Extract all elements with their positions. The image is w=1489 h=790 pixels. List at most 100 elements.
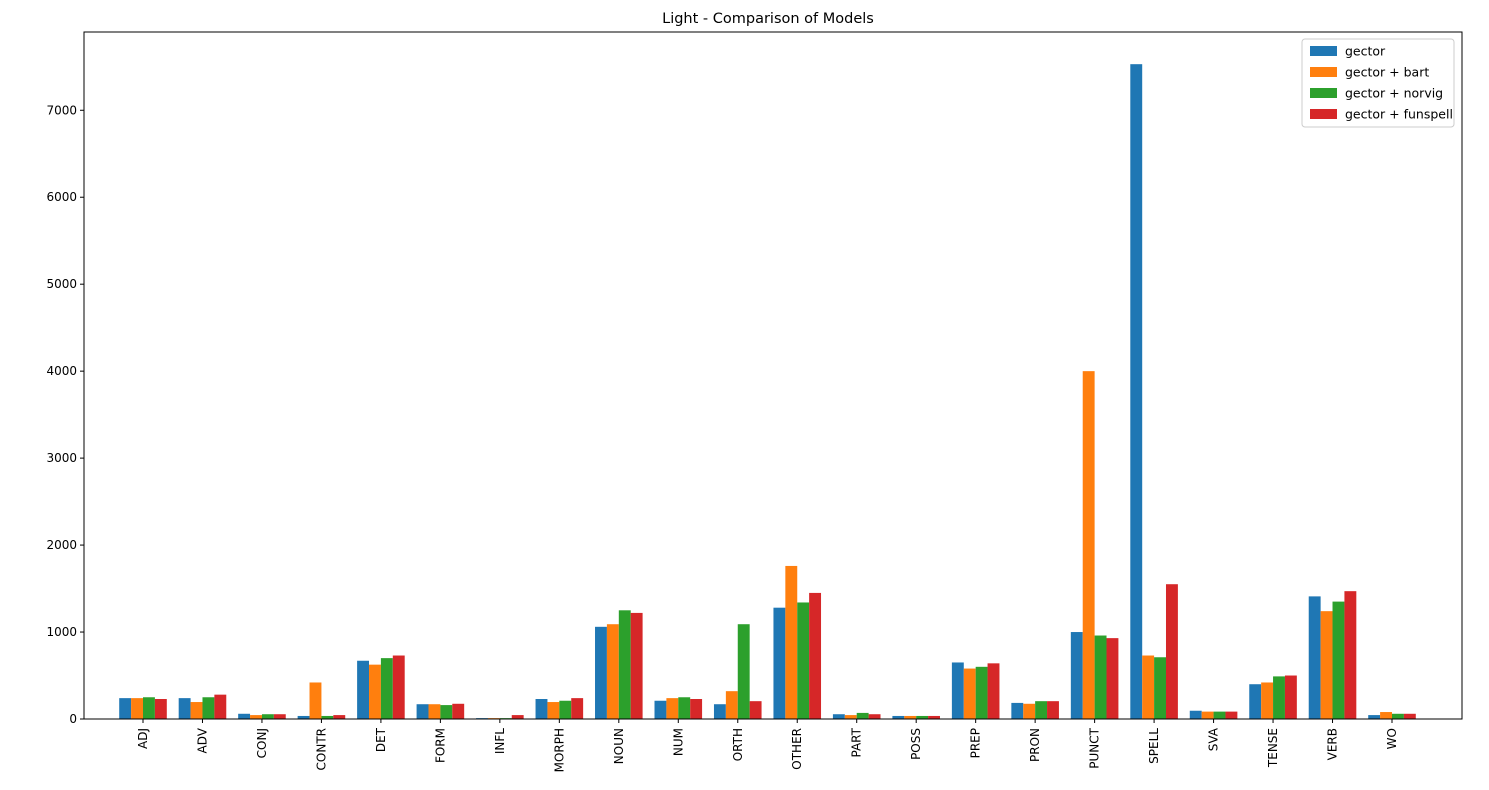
y-tick-label: 0 bbox=[69, 712, 77, 726]
x-tick-label-morph: MORPH bbox=[552, 728, 566, 772]
bar-pron-series-2 bbox=[1035, 701, 1048, 719]
bar-punct-series-0 bbox=[1070, 632, 1083, 719]
bar-num-series-2 bbox=[678, 697, 691, 719]
bar-orth-series-1 bbox=[725, 691, 738, 719]
legend-swatch-2 bbox=[1310, 88, 1337, 98]
bar-form-series-0 bbox=[416, 704, 429, 719]
bar-det-series-3 bbox=[392, 655, 405, 719]
bar-contr-series-0 bbox=[297, 715, 310, 719]
chart-title: Light - Comparison of Models bbox=[662, 11, 874, 27]
bar-morph-series-3 bbox=[571, 698, 584, 719]
x-tick-label-adv: ADV bbox=[195, 727, 209, 753]
bar-adv-series-0 bbox=[178, 698, 191, 719]
bar-orth-series-0 bbox=[713, 704, 726, 719]
bar-wo-series-2 bbox=[1392, 713, 1404, 719]
bar-prep-series-1 bbox=[963, 668, 976, 719]
bar-contr-series-2 bbox=[321, 715, 334, 719]
x-tick-label-orth: ORTH bbox=[731, 728, 745, 761]
x-tick-label-part: PART bbox=[850, 727, 864, 757]
bar-spell-series-1 bbox=[1142, 655, 1155, 719]
bar-part-series-2 bbox=[856, 712, 869, 719]
bar-adj-series-0 bbox=[119, 698, 132, 719]
bar-prep-series-2 bbox=[975, 666, 988, 719]
bar-adv-series-2 bbox=[202, 697, 215, 719]
legend-label-3: gector + funspell bbox=[1345, 107, 1453, 122]
x-tick-label-adj: ADJ bbox=[136, 728, 150, 749]
x-tick-label-spell: SPELL bbox=[1147, 728, 1161, 764]
bar-det-series-0 bbox=[357, 660, 370, 719]
x-tick-label-punct: PUNCT bbox=[1088, 727, 1102, 768]
bar-form-series-3 bbox=[452, 703, 465, 719]
bar-part-series-0 bbox=[832, 714, 845, 719]
y-tick-label: 2000 bbox=[46, 538, 77, 552]
bar-contr-series-1 bbox=[309, 682, 322, 719]
bar-morph-series-0 bbox=[535, 699, 548, 719]
legend-label-2: gector + norvig bbox=[1345, 86, 1443, 101]
x-tick-label-other: OTHER bbox=[790, 728, 804, 770]
bar-part-series-1 bbox=[844, 715, 857, 719]
bar-pron-series-3 bbox=[1047, 701, 1059, 719]
bar-infl-series-3 bbox=[511, 715, 524, 719]
bars-layer bbox=[119, 64, 1416, 720]
y-tick-label: 1000 bbox=[46, 625, 77, 639]
bar-adj-series-3 bbox=[154, 699, 167, 719]
legend-box bbox=[1301, 38, 1455, 128]
bar-verb-series-2 bbox=[1332, 601, 1345, 719]
bar-spell-series-3 bbox=[1165, 584, 1178, 719]
x-tick-label-form: FORM bbox=[433, 728, 447, 763]
bar-num-series-0 bbox=[654, 700, 667, 719]
x-tick-label-sva: SVA bbox=[1207, 727, 1221, 751]
bar-prep-series-3 bbox=[987, 663, 1000, 719]
legend-swatch-3 bbox=[1310, 109, 1337, 119]
bar-noun-series-2 bbox=[618, 610, 631, 719]
x-tick-label-pron: PRON bbox=[1028, 728, 1042, 762]
bar-form-series-2 bbox=[440, 705, 453, 719]
x-tick-label-det: DET bbox=[374, 727, 388, 752]
bar-tense-series-1 bbox=[1261, 682, 1274, 719]
bar-conj-series-1 bbox=[250, 715, 262, 719]
bar-morph-series-2 bbox=[559, 700, 572, 719]
x-tick-label-verb: VERB bbox=[1326, 728, 1340, 760]
y-tick-label: 4000 bbox=[46, 364, 77, 378]
bar-part-series-3 bbox=[868, 714, 881, 719]
bar-noun-series-1 bbox=[606, 624, 619, 719]
bar-poss-series-2 bbox=[916, 715, 929, 719]
bar-verb-series-1 bbox=[1320, 611, 1333, 719]
bar-sva-series-2 bbox=[1213, 711, 1226, 719]
bar-orth-series-3 bbox=[749, 701, 762, 719]
x-tick-label-prep: PREP bbox=[969, 728, 983, 758]
bar-prep-series-0 bbox=[951, 662, 964, 719]
bar-sva-series-3 bbox=[1225, 711, 1238, 719]
x-tick-label-noun: NOUN bbox=[612, 728, 626, 764]
bar-num-series-3 bbox=[690, 699, 703, 719]
legend-swatch-0 bbox=[1310, 46, 1337, 56]
bar-other-series-1 bbox=[785, 565, 798, 719]
bar-pron-series-1 bbox=[1023, 703, 1036, 719]
bar-other-series-2 bbox=[797, 602, 810, 719]
bar-tense-series-2 bbox=[1273, 676, 1285, 719]
x-tick-label-wo: WO bbox=[1385, 728, 1399, 749]
bar-det-series-2 bbox=[380, 658, 393, 719]
x-tick-label-infl: INFL bbox=[493, 728, 507, 754]
bar-orth-series-2 bbox=[737, 624, 750, 719]
bar-wo-series-1 bbox=[1380, 712, 1392, 719]
x-tick-label-num: NUM bbox=[671, 728, 685, 756]
bar-poss-series-0 bbox=[892, 715, 905, 719]
bar-sva-series-0 bbox=[1189, 710, 1202, 719]
y-tick-label: 6000 bbox=[46, 190, 77, 204]
bar-punct-series-2 bbox=[1094, 635, 1107, 719]
x-tick-label-poss: POSS bbox=[909, 728, 923, 760]
bar-adj-series-2 bbox=[143, 697, 155, 719]
bar-tense-series-0 bbox=[1249, 684, 1262, 719]
bar-punct-series-3 bbox=[1106, 638, 1119, 719]
bar-poss-series-1 bbox=[904, 715, 917, 719]
x-axis: ADJ ADV CONJ CONTR DET FORM INFL MORPH NOUN NUM OR… bbox=[136, 719, 1399, 772]
bar-noun-series-0 bbox=[595, 626, 607, 719]
y-axis: 0 1000 2000 3000 4000 5000 6000 7000 bbox=[46, 103, 84, 726]
bar-noun-series-3 bbox=[630, 612, 643, 719]
bar-det-series-1 bbox=[369, 664, 381, 719]
x-tick-label-conj: CONJ bbox=[255, 728, 269, 758]
bar-adv-series-3 bbox=[214, 694, 227, 719]
bar-morph-series-1 bbox=[547, 702, 560, 719]
